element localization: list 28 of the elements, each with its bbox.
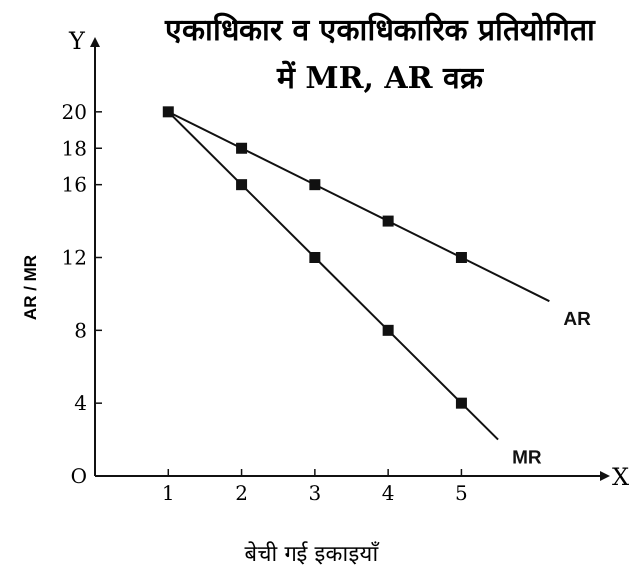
x-axis-title: बेची गई इकाइयाँ xyxy=(244,541,380,567)
text: X xyxy=(612,463,629,491)
x-tick-label: 1 xyxy=(162,481,175,505)
point xyxy=(309,252,320,263)
point xyxy=(382,324,394,336)
y-tick-label: 18 xyxy=(62,136,87,160)
point xyxy=(382,216,394,227)
x-tick-label: 2 xyxy=(235,481,248,505)
y-axis-title: AR / MR xyxy=(21,254,40,320)
point xyxy=(309,179,320,190)
point xyxy=(162,106,174,118)
text: Y xyxy=(68,27,86,55)
x-tick-label: 5 xyxy=(455,481,468,505)
point xyxy=(236,179,248,190)
chart-title: एकाधिकार व एकाधिकारिक प्रतियोगिता में MR, AR वक्र xyxy=(164,12,596,96)
x-tick-label: 4 xyxy=(382,481,395,505)
point xyxy=(456,398,467,409)
x-tick-label: 3 xyxy=(308,481,322,505)
y-tick-label: O xyxy=(70,464,87,488)
series-label: AR xyxy=(563,309,592,330)
point xyxy=(456,252,467,263)
y-tick-label: 16 xyxy=(62,172,87,197)
y-tick-label: 8 xyxy=(74,318,87,342)
y-tick-label: 12 xyxy=(62,246,87,270)
series-label: MR xyxy=(512,448,542,469)
point xyxy=(236,142,248,154)
y-tick-label: 20 xyxy=(62,100,87,124)
y-tick-label: 4 xyxy=(74,391,87,416)
